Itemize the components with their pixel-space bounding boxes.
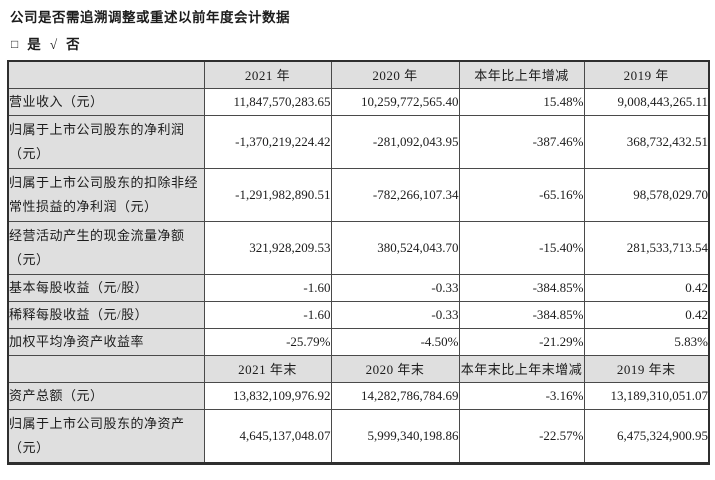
cell-2020: 14,282,786,784.69 [330,381,460,410]
cell-change: -384.85% [458,300,585,329]
row-label: 归属于上市公司股东的扣除非经常性损益的净利润（元） [7,167,205,222]
table-row: 加权平均净资产收益率 -25.79% -4.50% -21.29% 5.83% [7,327,710,356]
cell-2021: 11,847,570,283.65 [203,87,332,116]
question-text: 公司是否需追溯调整或重述以前年度会计数据 [10,10,290,25]
table-row: 归属于上市公司股东的扣除非经常性损益的净利润（元） -1,291,982,890… [7,167,710,222]
table-row: 稀释每股收益（元/股） -1.60 -0.33 -384.85% 0.42 [7,300,710,329]
cell-2020: -4.50% [330,327,460,356]
cell-2020: -0.33 [330,273,460,302]
header-2019: 2019 年 [583,60,710,89]
cell-2019: 9,008,443,265.11 [583,87,710,116]
table-header-yearend: 2021 年末 2020 年末 本年末比上年末增减 2019 年末 [7,354,710,383]
header-empty-cell [7,354,205,383]
header-2020: 2020 年 [330,60,460,89]
header-2020-end: 2020 年末 [330,354,460,383]
cell-2019: 281,533,713.54 [583,220,710,275]
cell-2021: -1,370,219,224.42 [203,114,332,169]
cell-change: -22.57% [458,408,585,464]
cell-2020: 380,524,043.70 [330,220,460,275]
check-mark-icon: √ [49,37,58,52]
header-2019-end: 2019 年末 [583,354,710,383]
row-label: 归属于上市公司股东的净利润（元） [7,114,205,169]
cell-2019: 0.42 [583,300,710,329]
cell-2020: 10,259,772,565.40 [330,87,460,116]
answer-line: □ 是 √ 否 [0,26,715,53]
table-row: 基本每股收益（元/股） -1.60 -0.33 -384.85% 0.42 [7,273,710,302]
row-label: 经营活动产生的现金流量净额（元） [7,220,205,275]
row-label: 稀释每股收益（元/股） [7,300,205,329]
cell-change: -65.16% [458,167,585,222]
cell-2019: 368,732,432.51 [583,114,710,169]
cell-change: -21.29% [458,327,585,356]
header-2021: 2021 年 [203,60,332,89]
cell-2021: 13,832,109,976.92 [203,381,332,410]
cell-change: -387.46% [458,114,585,169]
cell-2021: 321,928,209.53 [203,220,332,275]
table-row: 营业收入（元） 11,847,570,283.65 10,259,772,565… [7,87,710,116]
table-row: 资产总额（元） 13,832,109,976.92 14,282,786,784… [7,381,710,410]
header-empty-cell [7,60,205,89]
cell-2021: -25.79% [203,327,332,356]
row-label: 基本每股收益（元/股） [7,273,205,302]
financial-summary-table: 2021 年 2020 年 本年比上年增减 2019 年 营业收入（元） 11,… [7,60,710,465]
cell-2019: 13,189,310,051.07 [583,381,710,410]
cell-change: -3.16% [458,381,585,410]
cell-2019: 0.42 [583,273,710,302]
table-row: 经营活动产生的现金流量净额（元） 321,928,209.53 380,524,… [7,220,710,275]
header-yoy-end-change: 本年末比上年末增减 [458,354,585,383]
row-label: 资产总额（元） [7,381,205,410]
yes-label: 是 [27,37,41,52]
cell-2020: -0.33 [330,300,460,329]
cell-2019: 5.83% [583,327,710,356]
cell-change: -384.85% [458,273,585,302]
cell-2020: 5,999,340,198.86 [330,408,460,464]
no-label: 否 [66,37,80,52]
cell-2021: -1.60 [203,300,332,329]
header-yoy-change: 本年比上年增减 [458,60,585,89]
cell-2019: 98,578,029.70 [583,167,710,222]
header-2021-end: 2021 年末 [203,354,332,383]
cell-2021: -1.60 [203,273,332,302]
checkbox-unchecked-icon: □ [11,37,19,51]
cell-change: 15.48% [458,87,585,116]
row-label: 加权平均净资产收益率 [7,327,205,356]
table-row: 归属于上市公司股东的净利润（元） -1,370,219,224.42 -281,… [7,114,710,169]
cell-2021: 4,645,137,048.07 [203,408,332,464]
row-label: 归属于上市公司股东的净资产（元） [7,408,205,464]
row-label: 营业收入（元） [7,87,205,116]
table-row: 归属于上市公司股东的净资产（元） 4,645,137,048.07 5,999,… [7,408,710,464]
cell-2020: -281,092,043.95 [330,114,460,169]
cell-2019: 6,475,324,900.95 [583,408,710,464]
cell-2020: -782,266,107.34 [330,167,460,222]
cell-2021: -1,291,982,890.51 [203,167,332,222]
cell-change: -15.40% [458,220,585,275]
table-header-year: 2021 年 2020 年 本年比上年增减 2019 年 [7,60,710,89]
